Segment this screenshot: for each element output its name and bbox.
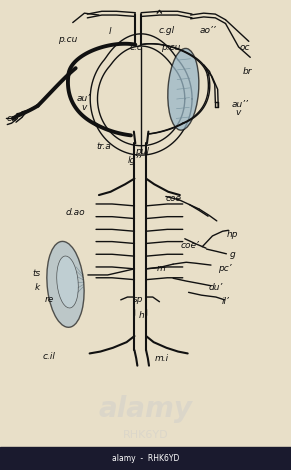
- Text: RHK6YD: RHK6YD: [123, 430, 168, 440]
- Text: c.gl: c.gl: [159, 26, 175, 35]
- Text: alamy  -  RHK6YD: alamy - RHK6YD: [112, 454, 179, 463]
- Text: c.c: c.c: [129, 43, 142, 53]
- Text: v: v: [236, 108, 241, 118]
- Text: hp: hp: [227, 229, 239, 239]
- Text: l: l: [109, 27, 112, 37]
- Text: au’: au’: [77, 94, 91, 103]
- Text: m.i: m.i: [155, 353, 169, 363]
- Text: au’’: au’’: [231, 100, 248, 109]
- Text: c.il: c.il: [43, 352, 56, 361]
- Text: sp: sp: [132, 295, 143, 305]
- Text: cu: cu: [6, 114, 17, 123]
- Text: lg’’: lg’’: [128, 156, 142, 165]
- Text: ts: ts: [33, 269, 41, 278]
- Text: k: k: [34, 283, 40, 292]
- Text: p.cu: p.cu: [162, 43, 181, 53]
- Text: m: m: [157, 264, 166, 274]
- Text: pc’: pc’: [218, 264, 231, 274]
- Text: il’: il’: [222, 297, 230, 306]
- Text: br: br: [243, 67, 253, 76]
- Text: pul: pul: [135, 147, 149, 156]
- Text: ao’’: ao’’: [199, 26, 216, 35]
- Bar: [0, 447, 291, 470]
- Text: coe: coe: [165, 194, 181, 203]
- Text: v: v: [81, 102, 87, 112]
- Text: h: h: [138, 311, 144, 321]
- Text: d.ao: d.ao: [65, 208, 85, 217]
- Text: tr.a: tr.a: [96, 142, 111, 151]
- Text: coe’: coe’: [181, 241, 200, 250]
- Ellipse shape: [168, 48, 199, 130]
- Text: oc: oc: [240, 43, 251, 53]
- Text: g: g: [229, 250, 235, 259]
- Ellipse shape: [47, 242, 84, 327]
- Text: alamy: alamy: [98, 395, 193, 423]
- Text: du’: du’: [209, 283, 223, 292]
- Ellipse shape: [57, 256, 78, 308]
- Text: re: re: [44, 295, 54, 305]
- Text: p.cu: p.cu: [58, 35, 78, 45]
